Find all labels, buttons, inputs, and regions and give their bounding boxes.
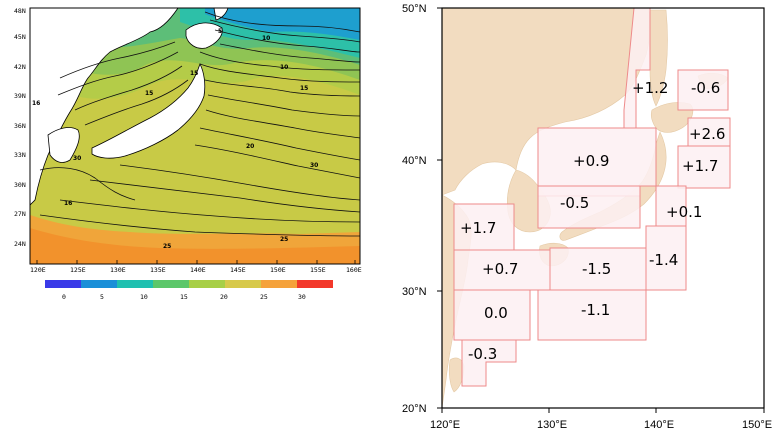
anomaly-boxes xyxy=(453,7,731,387)
anomaly-labels: +1.2 -0.6 +2.6 +0.9 +1.7 -0.5 +0.1 +1.7 … xyxy=(460,79,725,363)
colorbar-swatch xyxy=(189,280,225,288)
colorbar-swatch xyxy=(261,280,297,288)
anomaly-region-box xyxy=(461,339,517,387)
sst-map-panel: 5 10 15 16 15 20 30 25 25 30 10 16 15 12… xyxy=(0,0,365,301)
anomaly-map-frame xyxy=(441,7,765,409)
lat-label: 30N xyxy=(14,181,26,189)
anomaly-value: -1.5 xyxy=(582,260,611,278)
sst-japan-land xyxy=(91,62,206,159)
sst-ticks xyxy=(36,260,356,264)
sst-colorbar xyxy=(45,280,333,288)
colorbar-swatch xyxy=(81,280,117,288)
lat-label: 42N xyxy=(14,63,26,71)
lat-label: 20°N xyxy=(402,403,427,415)
lon-label: 155E xyxy=(310,266,326,274)
anomaly-map-panel: +1.2 -0.6 +2.6 +0.9 +1.7 -0.5 +0.1 +1.7 … xyxy=(390,0,781,432)
anomaly-region-box xyxy=(537,185,641,229)
anomaly-value: +0.9 xyxy=(573,152,609,170)
lon-label: 130E xyxy=(110,266,126,274)
lon-label: 150E xyxy=(270,266,286,274)
sst-contours xyxy=(39,11,361,237)
anomaly-region-box xyxy=(677,69,729,111)
colorbar-tick: 10 xyxy=(140,293,148,300)
contour-label: 16 xyxy=(32,100,40,107)
anomaly-value: -0.3 xyxy=(468,345,497,363)
anomaly-value: -1.1 xyxy=(581,301,610,319)
anomaly-value: +1.2 xyxy=(632,79,668,97)
lat-label: 33N xyxy=(14,151,26,159)
colorbar-tick: 5 xyxy=(100,293,104,300)
contour-label: 5 xyxy=(218,28,222,35)
sst-map-frame xyxy=(29,7,361,265)
contour-label: 10 xyxy=(262,35,270,42)
taiwan-island xyxy=(448,357,465,393)
contour-label: 25 xyxy=(163,243,171,250)
anomaly-region-box xyxy=(537,289,647,341)
contour-label: 15 xyxy=(300,85,308,92)
colorbar-swatch xyxy=(225,280,261,288)
colorbar-tick: 30 xyxy=(298,293,306,300)
sst-korea-land xyxy=(47,127,80,163)
colorbar-tick: 15 xyxy=(180,293,188,300)
lon-label: 145E xyxy=(230,266,246,274)
lon-label: 130°E xyxy=(537,419,567,431)
anomaly-value: +1.7 xyxy=(682,157,718,175)
colorbar-tick: 20 xyxy=(220,293,228,300)
anomaly-value: +0.1 xyxy=(666,203,702,221)
contour-label: 15 xyxy=(145,90,153,97)
sst-contour-labels: 5 10 15 16 15 20 30 25 25 30 10 16 15 xyxy=(32,28,318,250)
lat-label: 45N xyxy=(14,33,26,41)
lat-label: 39N xyxy=(14,92,26,100)
anomaly-value: -0.6 xyxy=(691,79,720,97)
anomaly-value: 0.0 xyxy=(484,304,508,322)
lat-label: 24N xyxy=(14,240,26,248)
lat-label: 30°N xyxy=(402,286,427,298)
sst-band-4 xyxy=(205,8,360,40)
anomaly-value: -0.5 xyxy=(560,194,589,212)
contour-label: 25 xyxy=(280,236,288,243)
contour-label: 15 xyxy=(190,70,198,77)
lat-label: 36N xyxy=(14,122,26,130)
anomaly-region-box xyxy=(453,289,531,341)
contour-label: 20 xyxy=(246,143,254,150)
colorbar-swatch xyxy=(45,280,81,288)
lon-label: 140°E xyxy=(644,419,674,431)
anomaly-region-box xyxy=(677,145,731,189)
lon-label: 125E xyxy=(70,266,86,274)
anomaly-value: -1.4 xyxy=(649,251,678,269)
lat-label: 48N xyxy=(14,7,26,15)
lon-label: 150°E xyxy=(742,419,772,431)
contour-label: 30 xyxy=(310,162,318,169)
colorbar-swatch xyxy=(153,280,189,288)
lat-label: 27N xyxy=(14,210,26,218)
sst-map: 5 10 15 16 15 20 30 25 25 30 10 16 15 12… xyxy=(14,7,362,301)
lat-label: 50°N xyxy=(402,3,427,15)
anomaly-region-box xyxy=(623,7,651,129)
anomaly-value: +1.7 xyxy=(460,219,496,237)
lon-label: 120°E xyxy=(430,419,460,431)
lon-label: 140E xyxy=(190,266,206,274)
contour-label: 30 xyxy=(73,155,81,162)
lon-label: 120E xyxy=(30,266,46,274)
colorbar-swatch xyxy=(117,280,153,288)
colorbar-swatch xyxy=(297,280,333,288)
sst-hokkaido-land xyxy=(185,22,223,49)
anomaly-value: +0.7 xyxy=(482,260,518,278)
anomaly-map: +1.2 -0.6 +2.6 +0.9 +1.7 -0.5 +0.1 +1.7 … xyxy=(402,3,772,431)
colorbar-tick: 0 xyxy=(62,293,66,300)
anomaly-value: +2.6 xyxy=(689,125,725,143)
lat-label: 40°N xyxy=(402,155,427,167)
colorbar-tick: 25 xyxy=(260,293,268,300)
lon-label: 135E xyxy=(150,266,166,274)
sst-band-28 xyxy=(30,228,360,264)
lon-label: 160E xyxy=(346,266,362,274)
contour-label: 16 xyxy=(64,200,72,207)
anomaly-ticks xyxy=(437,7,765,413)
sst-asia-land xyxy=(29,7,179,206)
contour-label: 10 xyxy=(280,64,288,71)
